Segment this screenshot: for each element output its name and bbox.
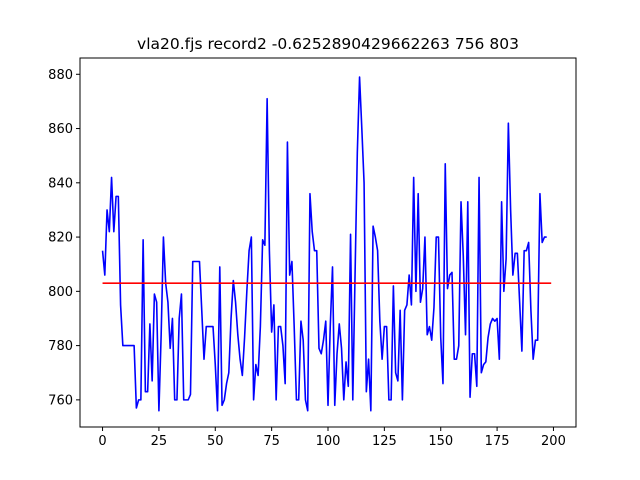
x-tick-label: 125 bbox=[372, 434, 397, 449]
x-tick-label: 150 bbox=[428, 434, 453, 449]
plot-frame bbox=[79, 57, 577, 428]
y-tick-label: 800 bbox=[48, 285, 73, 300]
x-tick-label: 200 bbox=[541, 434, 566, 449]
series-layer bbox=[101, 76, 552, 412]
y-tick-label: 760 bbox=[48, 393, 73, 408]
y-tick-label: 880 bbox=[48, 68, 73, 83]
x-tick-label: 25 bbox=[151, 434, 168, 449]
chart-title: vla20.fjs record2 -0.6252890429662263 75… bbox=[137, 35, 519, 53]
data-series-line bbox=[101, 76, 547, 412]
x-tick-label: 100 bbox=[316, 434, 341, 449]
y-tick-label: 860 bbox=[48, 122, 73, 137]
x-tick-label: 175 bbox=[485, 434, 510, 449]
y-tick-label: 840 bbox=[48, 176, 73, 191]
x-tick-label: 50 bbox=[207, 434, 224, 449]
x-tick-label: 75 bbox=[263, 434, 280, 449]
y-tick-label: 780 bbox=[48, 339, 73, 354]
x-tick-label: 0 bbox=[98, 434, 106, 449]
axes: 0 25 50 75 100 125 150 175 200 760 780 800 820 840 860… bbox=[48, 68, 566, 449]
y-tick-label: 820 bbox=[48, 231, 73, 246]
